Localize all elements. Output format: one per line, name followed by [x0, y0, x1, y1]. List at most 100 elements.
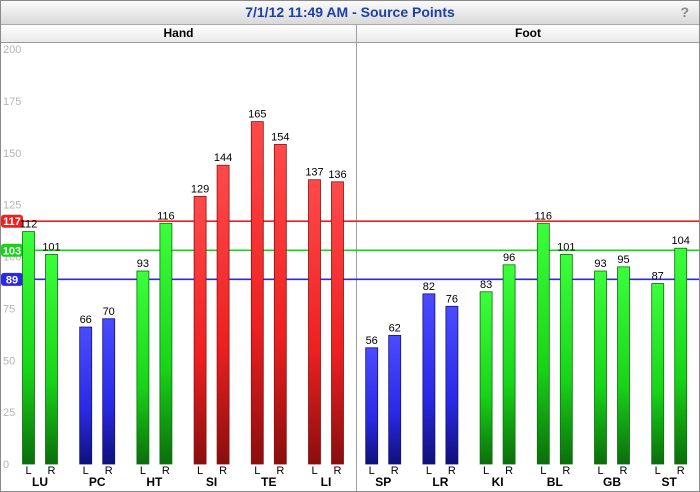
bar-bl-r — [559, 254, 573, 465]
panel-label-foot: Foot — [515, 26, 541, 40]
category-label-st: ST — [662, 475, 678, 489]
bar-sp-r — [388, 334, 402, 465]
data-label: 62 — [389, 322, 401, 334]
data-label: 137 — [305, 167, 323, 179]
data-label: 101 — [557, 241, 575, 253]
reference-badge-blue — [1, 272, 23, 286]
data-label: 56 — [366, 335, 378, 347]
side-label: R — [505, 465, 513, 477]
side-label: L — [83, 465, 89, 477]
bar-lu-l — [22, 231, 35, 465]
category-label-pc: PC — [89, 475, 106, 489]
side-label: L — [597, 465, 603, 477]
y-tick-label: 175 — [3, 96, 21, 108]
data-label: 70 — [103, 306, 115, 318]
side-label: L — [540, 465, 546, 477]
data-label: 165 — [248, 109, 266, 121]
bar-lu-r — [45, 254, 58, 465]
data-label: 144 — [214, 152, 232, 164]
side-label: L — [369, 465, 375, 477]
side-label: R — [276, 465, 284, 477]
bar-li-l — [308, 179, 321, 465]
bar-sp-l — [365, 347, 379, 465]
side-label: R — [105, 465, 113, 477]
bar-lr-r — [445, 305, 459, 465]
bar-lr-l — [422, 293, 436, 465]
category-label-sp: SP — [375, 475, 391, 489]
data-label: 66 — [80, 314, 92, 326]
reference-value-label: 103 — [3, 245, 21, 257]
bar-gb-l — [594, 270, 607, 465]
data-label: 96 — [503, 252, 515, 264]
data-label: 93 — [137, 258, 149, 270]
y-tick-label: 200 — [3, 44, 21, 56]
bar-si-l — [193, 195, 207, 465]
side-label: L — [197, 465, 203, 477]
data-label: 116 — [535, 210, 553, 222]
data-label: 95 — [617, 254, 629, 266]
side-label: R — [391, 465, 399, 477]
side-label: R — [162, 465, 170, 477]
bar-ht-r — [159, 222, 173, 465]
side-label: L — [254, 465, 260, 477]
data-label: 154 — [271, 131, 289, 143]
bar-te-r — [273, 144, 287, 465]
data-label: 116 — [157, 210, 175, 222]
panel-header-bar: Hand Foot — [1, 25, 699, 43]
help-button[interactable]: ? — [680, 4, 689, 20]
category-label-ht: HT — [146, 475, 163, 489]
category-label-bl: BL — [547, 475, 563, 489]
side-label: L — [483, 465, 489, 477]
side-label: R — [448, 465, 456, 477]
bar-st-r — [674, 247, 688, 465]
side-label: R — [219, 465, 227, 477]
bar-si-r — [216, 164, 230, 465]
data-label: 136 — [328, 169, 346, 181]
panel-label-hand: Hand — [163, 26, 194, 40]
side-label: L — [655, 465, 661, 477]
reference-value-label: 117 — [3, 216, 21, 228]
side-label: R — [677, 465, 685, 477]
y-tick-label: 125 — [3, 200, 21, 212]
bar-pc-r — [102, 318, 116, 465]
side-label: R — [562, 465, 570, 477]
bar-ht-l — [136, 270, 150, 465]
category-label-lu: LU — [32, 475, 48, 489]
y-tick-label: 25 — [3, 407, 15, 419]
data-label: 104 — [672, 235, 690, 247]
reference-badge-red — [1, 214, 23, 228]
bar-bl-l — [536, 222, 550, 465]
data-label: 83 — [480, 279, 492, 291]
data-label: 87 — [652, 270, 664, 282]
data-label: 101 — [42, 241, 60, 253]
data-label: 112 — [20, 219, 38, 231]
bar-li-r — [331, 181, 344, 465]
category-label-li: LI — [321, 475, 332, 489]
data-label: 82 — [423, 281, 435, 293]
data-label: 76 — [446, 293, 458, 305]
reference-badge-green — [1, 243, 23, 257]
y-tick-label: 50 — [3, 355, 15, 367]
side-label: L — [426, 465, 432, 477]
category-label-te: TE — [261, 475, 276, 489]
bar-pc-l — [79, 326, 93, 465]
category-label-ki: KI — [492, 475, 504, 489]
side-label: L — [25, 465, 31, 477]
data-label: 93 — [594, 258, 606, 270]
bar-ki-r — [502, 264, 516, 465]
bar-ki-l — [479, 291, 493, 465]
bar-gb-r — [617, 266, 630, 465]
reference-value-label: 89 — [6, 274, 18, 286]
window-title: 7/1/12 11:49 AM - Source Points — [245, 4, 455, 20]
bar-te-l — [250, 121, 264, 465]
bar-st-l — [651, 283, 665, 465]
side-label: R — [334, 465, 342, 477]
side-label: R — [620, 465, 628, 477]
data-label: 129 — [191, 183, 209, 195]
category-label-gb: GB — [603, 475, 621, 489]
side-label: L — [311, 465, 317, 477]
title-bar: 7/1/12 11:49 AM - Source Points ? — [1, 1, 699, 25]
side-label: R — [48, 465, 56, 477]
